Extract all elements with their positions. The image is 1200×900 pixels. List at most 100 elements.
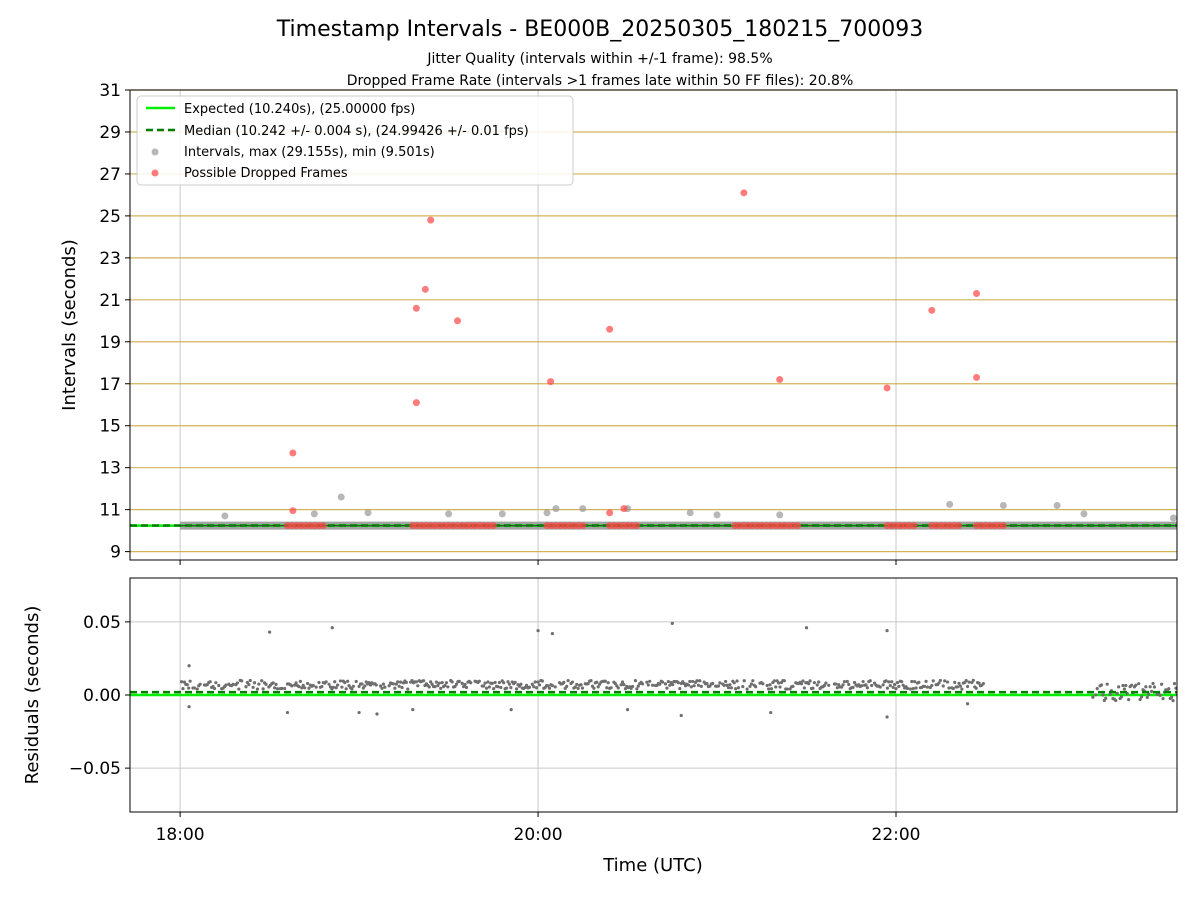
residual-point <box>817 680 821 684</box>
residual-point <box>868 679 872 683</box>
residual-point <box>778 685 782 689</box>
interval-point <box>999 501 1007 509</box>
residual-point <box>464 685 469 690</box>
residual-point <box>616 686 620 690</box>
residual-point <box>240 679 244 683</box>
residual-outlier <box>285 710 290 715</box>
residual-point <box>678 686 682 691</box>
residual-point <box>374 683 378 687</box>
interval-point <box>776 511 784 519</box>
residual-point <box>745 687 749 691</box>
residual-point <box>1124 683 1128 688</box>
legend-box <box>136 95 574 186</box>
legend: Expected (10.240s), (25.00000 fps) Media… <box>136 95 574 186</box>
residual-point <box>937 681 941 685</box>
residual-point <box>506 680 510 684</box>
residual-point <box>1161 696 1165 701</box>
axes-frame <box>129 577 1178 813</box>
residual-point <box>1147 692 1151 696</box>
residual-point <box>860 684 864 688</box>
residual-point <box>1194 685 1197 688</box>
residual-point <box>297 685 301 689</box>
y-tick-label: 15 <box>99 417 121 437</box>
residual-point <box>1134 683 1138 687</box>
residual-point <box>1099 683 1104 687</box>
residual-point <box>396 680 400 684</box>
residual-point <box>894 686 898 691</box>
residual-point <box>609 686 613 690</box>
interval-point <box>498 510 506 518</box>
residual-point <box>486 680 490 684</box>
residual-point <box>953 680 957 684</box>
residual-outlier <box>357 710 361 715</box>
residual-point <box>421 679 426 683</box>
dropped-frame-point <box>740 189 748 197</box>
residual-point <box>630 684 635 689</box>
residual-point <box>1108 692 1112 696</box>
residual-point <box>546 684 550 688</box>
residual-point <box>913 680 917 684</box>
residual-point <box>1196 682 1199 685</box>
residual-point <box>815 683 819 687</box>
dropped-frame-point <box>606 325 614 333</box>
residual-point <box>331 685 335 689</box>
bottom-y-axis-label: Residuals (seconds) <box>22 606 43 785</box>
dropped-frame-point <box>928 306 936 314</box>
legend-expected-label: Expected (10.240s), (25.00000 fps) <box>184 102 415 117</box>
residual-point <box>666 679 670 684</box>
residual-point <box>711 681 715 686</box>
residual-point <box>490 681 494 685</box>
interval-point <box>946 500 954 508</box>
residual-point <box>235 681 239 685</box>
residual-point <box>1186 692 1189 695</box>
residual-point <box>785 687 789 691</box>
residual-outlier <box>769 710 773 715</box>
residual-point <box>905 686 910 691</box>
residual-point <box>596 685 600 689</box>
residual-outlier <box>187 705 191 709</box>
residual-point <box>692 684 696 688</box>
dropped-frame-point <box>319 522 327 530</box>
y-tick-label: 11 <box>99 501 121 521</box>
residual-point <box>550 684 554 688</box>
x-axis-label: Time (UTC) <box>602 855 703 876</box>
residual-point <box>620 680 625 684</box>
residual-point <box>676 681 680 685</box>
residual-point <box>504 686 509 690</box>
residual-point <box>689 685 693 689</box>
residual-point <box>446 685 450 689</box>
residual-point <box>777 681 781 685</box>
interval-point <box>686 509 694 517</box>
residual-outlier <box>966 702 970 706</box>
residual-point <box>565 684 569 688</box>
residual-point <box>791 684 795 688</box>
residual-point <box>533 680 537 684</box>
residual-point <box>847 682 851 687</box>
residual-point <box>1105 682 1109 686</box>
chart-subtitle-dropped: Dropped Frame Rate (intervals >1 frames … <box>347 73 854 89</box>
residual-point <box>344 687 348 691</box>
residual-point <box>252 681 257 685</box>
residual-point <box>698 679 702 683</box>
residual-point <box>772 679 776 683</box>
residual-point <box>1152 685 1157 689</box>
residual-point <box>769 687 774 691</box>
y-tick-label: 13 <box>99 459 121 479</box>
residual-point <box>208 680 212 684</box>
residual-point <box>530 682 534 686</box>
residual-point <box>397 684 401 688</box>
residual-point <box>400 685 404 690</box>
residual-point <box>502 681 506 685</box>
residual-point <box>958 684 963 688</box>
residual-point <box>499 685 503 690</box>
dropped-frame-point <box>427 216 435 224</box>
residual-point <box>852 680 857 685</box>
residual-point <box>967 680 971 684</box>
chart-subtitle-jitter: Jitter Quality (intervals within +/-1 fr… <box>426 51 772 67</box>
residual-point <box>357 684 361 689</box>
residual-point <box>1174 686 1177 690</box>
residual-point <box>257 682 261 686</box>
residual-point <box>307 686 311 690</box>
residual-point <box>484 686 489 690</box>
residual-point <box>695 679 699 683</box>
